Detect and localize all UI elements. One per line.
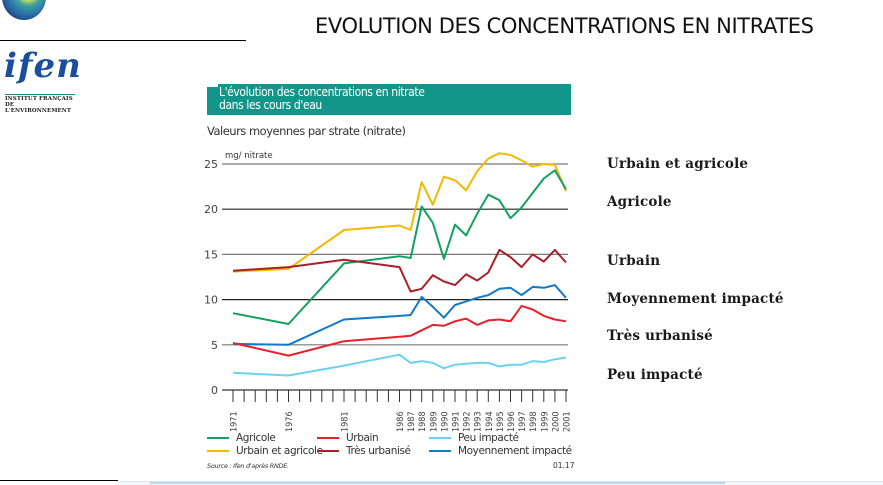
chart-title-line1: L'évolution des concentrations en nitrat… <box>219 85 425 99</box>
x-tick-label: 1996 <box>507 411 517 432</box>
chart-subtitle: Valeurs moyennes par strate (nitrate) <box>207 124 406 138</box>
series-line-agricole <box>232 169 567 325</box>
legend-item: Moyennement impacté <box>429 445 572 457</box>
x-tick-label: 1991 <box>452 411 462 432</box>
legend-label: Très urbanisé <box>346 445 411 457</box>
x-tick-label: 1986 <box>396 411 406 432</box>
x-tick-label: 1994 <box>485 411 495 432</box>
ifen-logo-subtitle: INSTITUT FRANÇAIS DE L'ENVIRONNEMENT <box>5 96 75 114</box>
series-line-urbain-et-agricole <box>232 152 567 273</box>
legend-swatch <box>429 437 451 439</box>
legend-label: Peu impacté <box>458 432 519 444</box>
x-tick-label: 1995 <box>496 411 506 432</box>
series-line-urbain <box>232 304 567 357</box>
legend-item: Urbain et agricole <box>207 445 323 457</box>
chart-source: Source : Ifen d'après RNDE. <box>207 462 289 470</box>
divider <box>0 40 246 41</box>
x-tick-label: 1999 <box>540 411 550 432</box>
y-tick-label: 20 <box>204 203 218 216</box>
series-line-peu-impact- <box>232 353 567 377</box>
legend-label: Agricole <box>236 432 276 444</box>
y-axis-unit-label: mg/ nitrate <box>225 151 273 161</box>
ifen-logo: ifen <box>4 46 82 86</box>
right-label: Peu impacté <box>607 367 703 383</box>
x-tick-label: 1997 <box>518 411 528 432</box>
legend-item: Urbain <box>317 432 379 444</box>
right-label: Moyennement impacté <box>607 291 784 307</box>
chart-legend: Agricole Urbain et agricole Urbain Très urb… <box>207 432 577 462</box>
y-tick-label: 25 <box>204 158 218 171</box>
x-tick-label: 1981 <box>341 411 351 432</box>
legend-swatch <box>207 437 229 439</box>
legend-item: Peu impacté <box>429 432 519 444</box>
x-tick-label: 1998 <box>529 411 539 432</box>
chart-title-line2: dans les cours d'eau <box>219 98 322 112</box>
legend-swatch <box>429 450 451 452</box>
legend-swatch <box>317 450 339 452</box>
x-tick-label: 1988 <box>418 411 428 432</box>
y-tick-label: 5 <box>211 339 218 352</box>
x-tick-label: 1987 <box>407 411 417 432</box>
right-label: Très urbanisé <box>607 328 713 344</box>
x-tick-label: 1976 <box>285 411 295 432</box>
chart-reference: 01.17 <box>553 461 575 470</box>
x-tick-label: 1990 <box>440 411 450 432</box>
ifen-subtitle-line1: INSTITUT FRANÇAIS <box>5 96 73 102</box>
logo-globe-icon <box>0 0 48 22</box>
right-label: Urbain <box>607 253 661 269</box>
legend-label: Urbain et agricole <box>236 445 323 457</box>
y-tick-label: 10 <box>204 294 218 307</box>
series-line-moyennement-impact- <box>232 284 567 346</box>
y-tick-label: 15 <box>204 248 218 261</box>
bottom-strip <box>120 481 883 485</box>
legend-label: Moyennement impacté <box>458 445 572 457</box>
legend-item: Agricole <box>207 432 276 444</box>
logo-rule <box>5 94 75 95</box>
legend-label: Urbain <box>346 432 379 444</box>
right-label: Urbain et agricole <box>607 156 749 172</box>
legend-item: Très urbanisé <box>317 445 411 457</box>
x-tick-label: 2001 <box>563 411 573 432</box>
legend-swatch <box>207 450 229 452</box>
y-tick-label: 0 <box>211 384 218 397</box>
x-tick-label: 1989 <box>429 411 439 432</box>
series-line-tr-s-urbanis- <box>232 248 567 293</box>
x-tick-label: 2000 <box>551 411 561 432</box>
x-tick-label: 1993 <box>474 411 484 432</box>
chart-title-banner: L'évolution des concentrations en nitrat… <box>207 84 571 115</box>
divider <box>0 480 118 481</box>
right-label: Agricole <box>607 194 672 210</box>
x-tick-label: 1971 <box>230 411 240 432</box>
legend-swatch <box>317 437 339 439</box>
x-tick-label: 1992 <box>463 411 473 432</box>
slide-title: EVOLUTION DES CONCENTRATIONS EN NITRATES <box>315 14 814 38</box>
ifen-subtitle-line2: DE L'ENVIRONNEMENT <box>5 102 72 114</box>
